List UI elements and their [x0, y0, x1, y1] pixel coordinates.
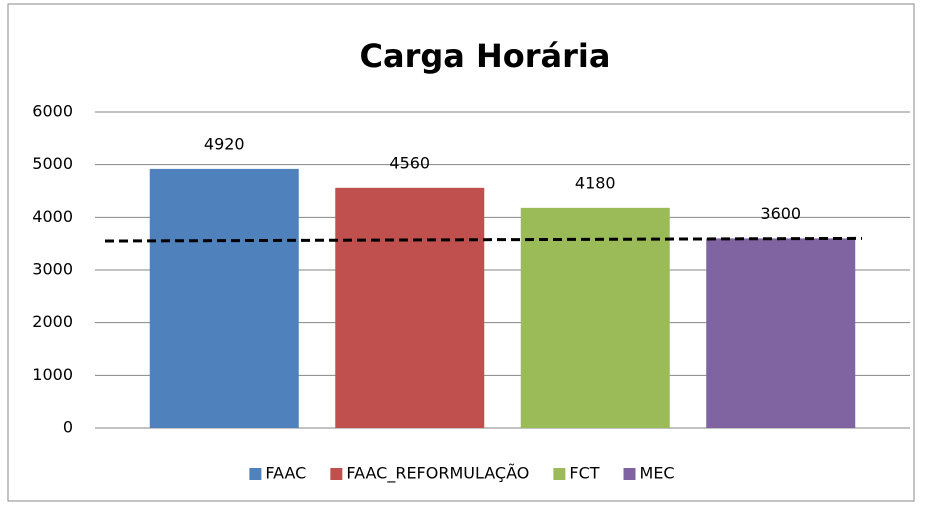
data-label: 4560 — [389, 153, 430, 172]
y-tick-label: 3000 — [32, 260, 73, 279]
legend-swatch — [330, 468, 343, 480]
y-tick-label: 4000 — [32, 207, 73, 226]
y-tick-label: 1000 — [32, 365, 73, 384]
legend-label: FCT — [569, 464, 599, 483]
legend-swatch — [249, 468, 262, 480]
bar — [706, 238, 856, 428]
y-tick-label: 5000 — [32, 154, 73, 173]
y-tick-label: 6000 — [32, 102, 73, 121]
data-label: 4920 — [204, 134, 245, 153]
legend-item: FAAC — [249, 464, 306, 483]
legend-item: MEC — [623, 464, 675, 483]
legend-swatch — [623, 468, 636, 480]
legend-item: FCT — [553, 464, 600, 483]
bar — [149, 168, 299, 428]
bar — [335, 187, 485, 428]
legend-item: FAAC_REFORMULAÇÃO — [330, 464, 529, 484]
trendline — [104, 236, 863, 243]
legend-label: FAAC_REFORMULAÇÃO — [346, 464, 529, 484]
bar — [520, 207, 670, 428]
legend-label: MEC — [640, 464, 675, 483]
data-label: 4180 — [575, 173, 616, 192]
legend-swatch — [553, 468, 566, 480]
legend-label: FAAC — [265, 464, 306, 483]
y-tick-label: 0 — [63, 418, 73, 437]
chart-title: Carga Horária — [360, 37, 611, 75]
y-tick-label: 2000 — [32, 312, 73, 331]
data-label: 3600 — [760, 204, 801, 223]
